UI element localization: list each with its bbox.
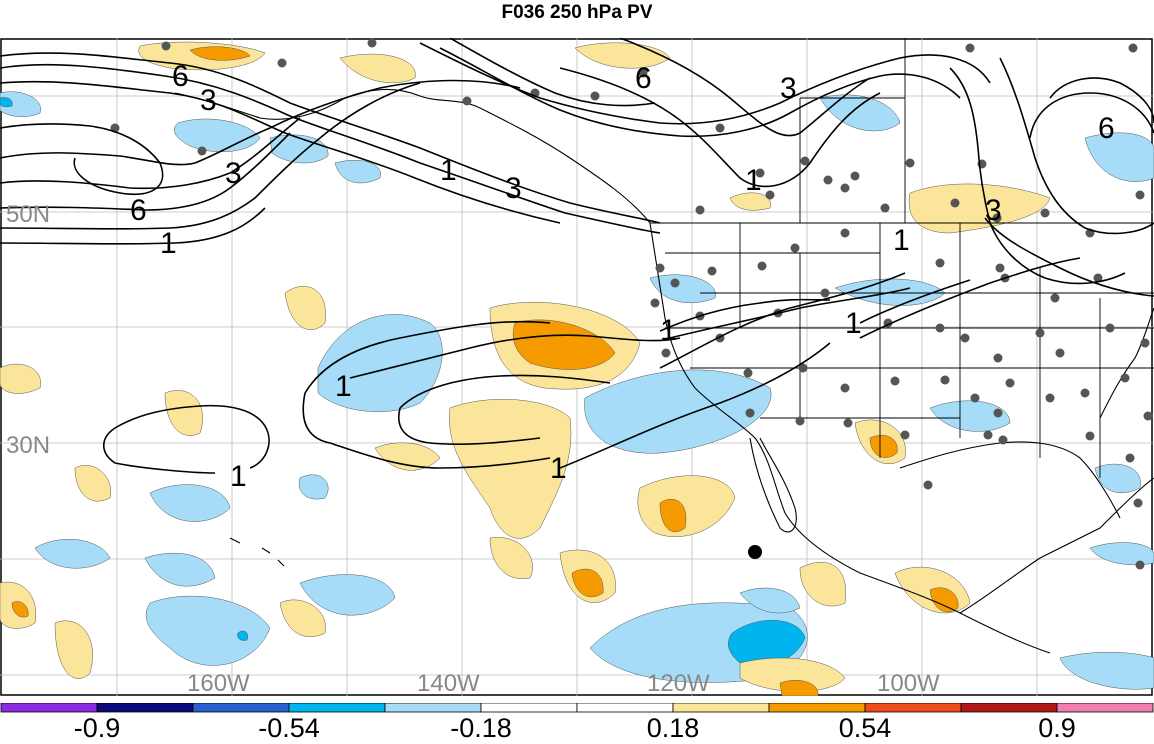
contour-label: 1 (335, 370, 352, 403)
colorbar-swatch (192, 703, 290, 713)
colorbar-swatch (96, 703, 194, 713)
contour-label: 3 (225, 157, 242, 190)
pv-map: 6 3 3 6 1 1 3 6 3 1 1 6 3 1 1 1 1 1 1 50… (0, 38, 1154, 696)
state-borders (650, 38, 1154, 478)
lon-label-120w: 120W (647, 670, 710, 696)
colorbar-swatch (0, 703, 98, 713)
colorbar-swatch (864, 703, 962, 713)
contour-label: 6 (130, 194, 147, 227)
strong-positive-shading (11, 46, 959, 696)
contour-label: 6 (1098, 112, 1115, 145)
colorbar-tick-label: -0.9 (73, 713, 121, 743)
coastlines (174, 88, 1154, 654)
contour-label: 6 (635, 62, 652, 95)
contour-label: 3 (985, 194, 1002, 227)
contour-label: 1 (160, 227, 177, 260)
contour-labels: 6 3 3 6 1 1 3 6 3 1 1 6 3 1 1 1 1 1 1 (130, 60, 1115, 493)
contour-label: 1 (845, 307, 862, 340)
location-marker (748, 545, 762, 559)
colorbar-swatch (288, 703, 386, 713)
lon-label-140w: 140W (417, 670, 480, 696)
contour-label: 3 (780, 72, 797, 105)
pv-contours (0, 38, 1154, 474)
colorbar-swatch (960, 703, 1058, 713)
colorbar-tick-label: 0.54 (838, 713, 892, 743)
contour-label: 3 (200, 84, 217, 117)
colorbar-swatch (672, 703, 770, 713)
colorbar-swatches (0, 703, 1154, 713)
colorbar-swatch (384, 703, 482, 713)
graticule (0, 38, 1154, 696)
lon-label-100w: 100W (877, 670, 940, 696)
contour-label: 1 (440, 154, 457, 187)
lat-label-30n: 30N (6, 432, 50, 459)
colorbar-tick-label: -0.54 (258, 713, 320, 743)
lat-label-50n: 50N (6, 201, 50, 228)
contour-label: 1 (230, 460, 247, 493)
contour-label: 1 (550, 452, 567, 485)
colorbar-swatch (576, 703, 674, 713)
contour-label: 1 (660, 314, 677, 347)
lon-label-160w: 160W (187, 670, 250, 696)
colorbar-swatch (768, 703, 866, 713)
contour-label: 3 (505, 172, 522, 205)
colorbar-swatch (480, 703, 578, 713)
contour-label: 1 (893, 224, 910, 257)
contour-label: 1 (745, 164, 762, 197)
colorbar-tick-label: 0.9 (1038, 713, 1076, 743)
colorbar: -0.9 -0.54 -0.18 0.18 0.54 0.9 (0, 703, 1154, 743)
colorbar-swatch (1056, 703, 1154, 713)
colorbar-tick-label: 0.18 (646, 713, 700, 743)
map-title: F036 250 hPa PV (501, 2, 653, 23)
colorbar-tick-label: -0.18 (450, 713, 512, 743)
contour-label: 6 (172, 60, 189, 93)
